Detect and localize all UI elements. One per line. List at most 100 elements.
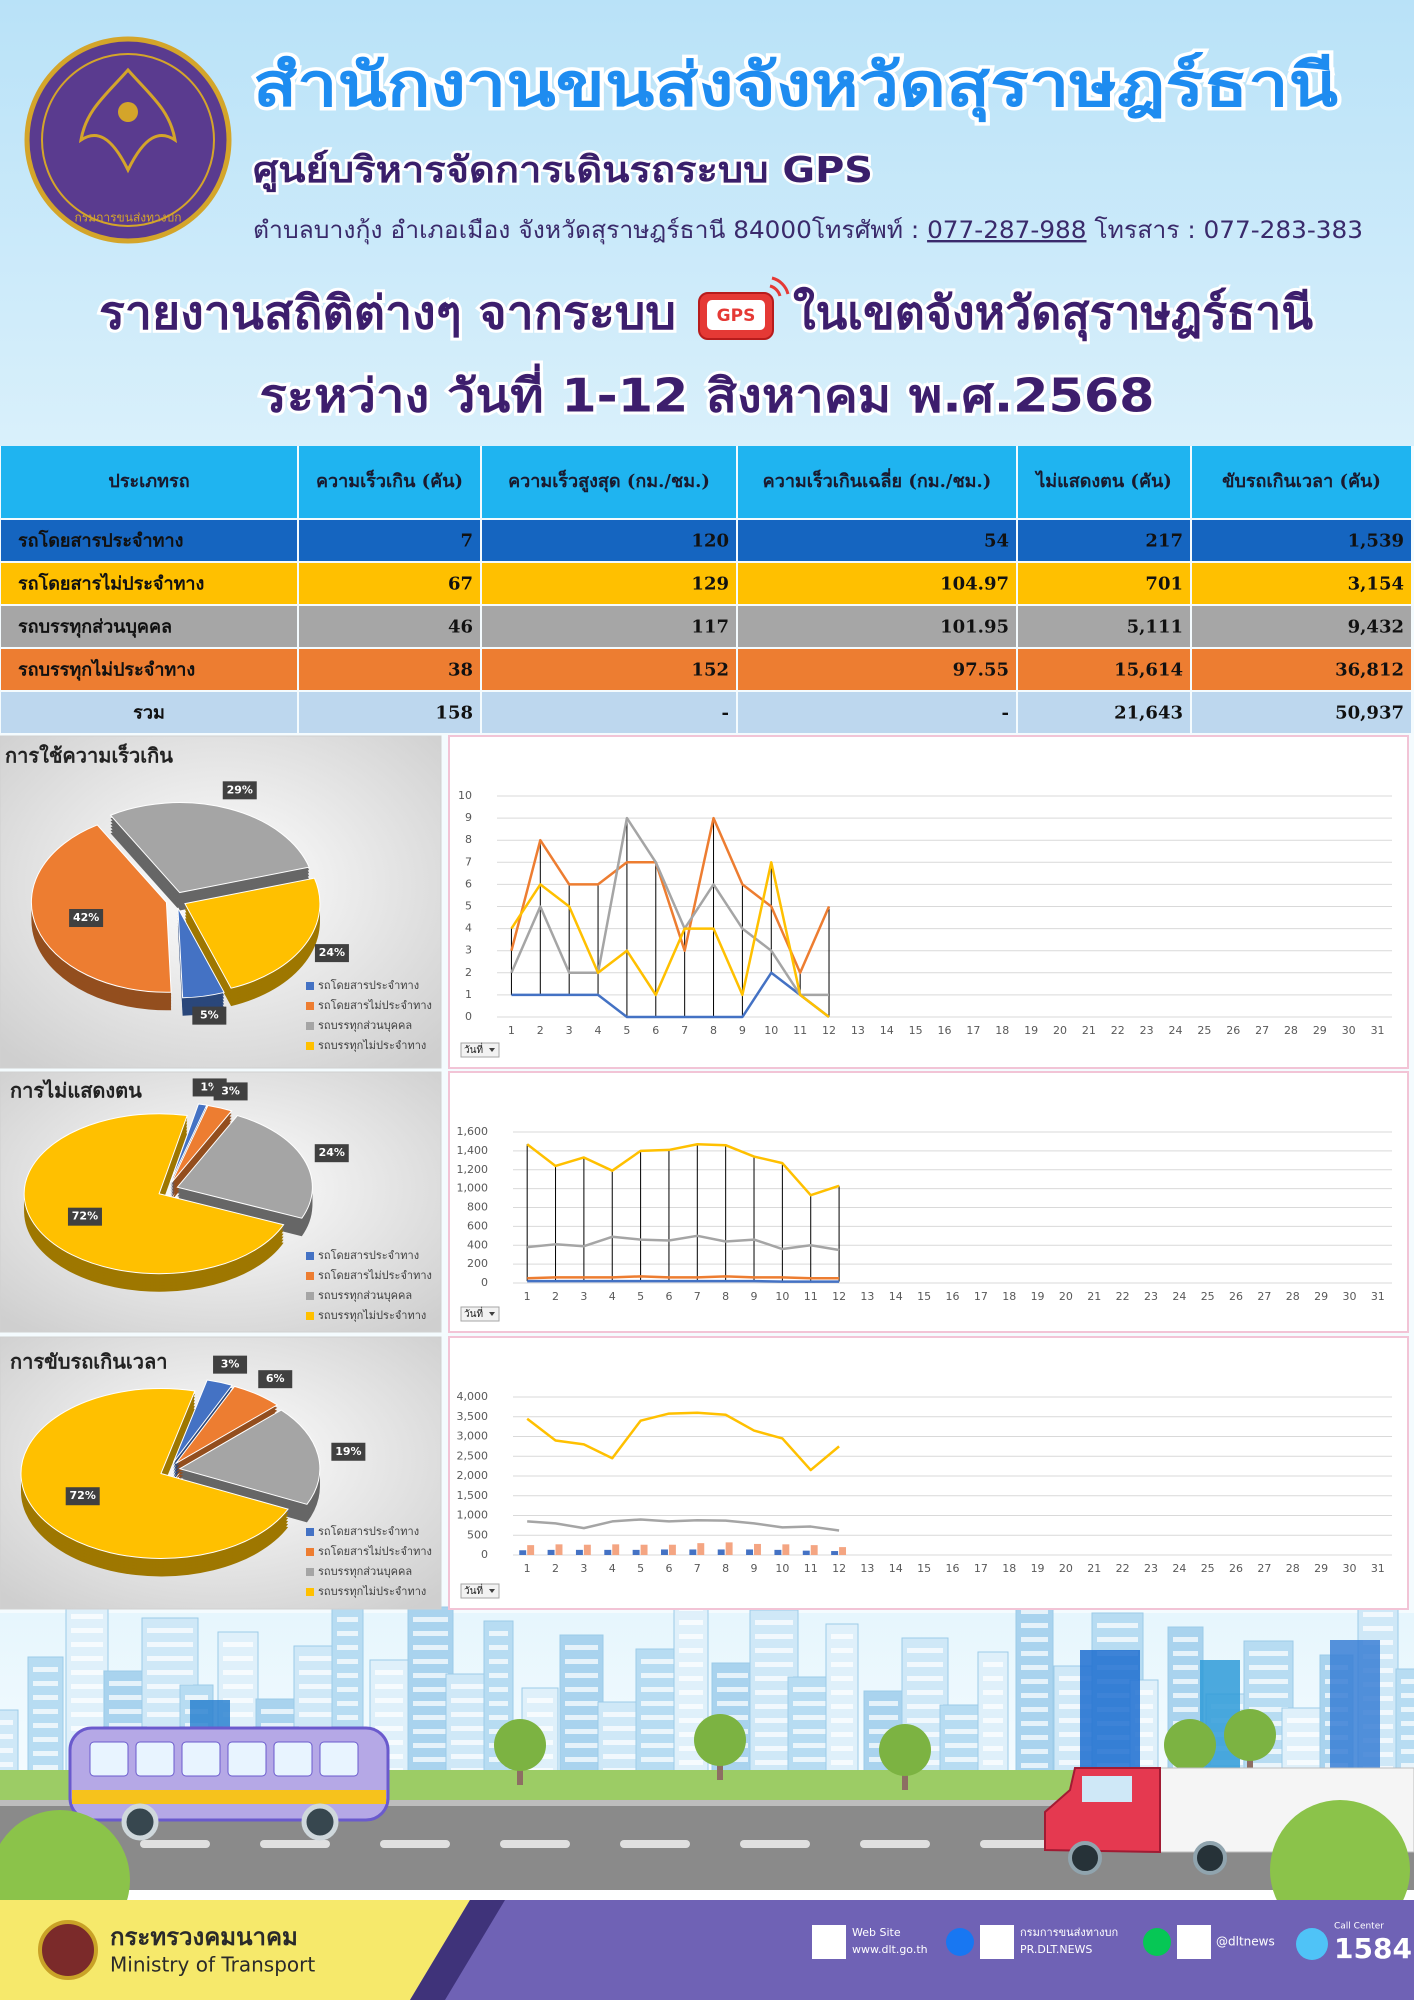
ministry-name-en: Ministry of Transport	[110, 1953, 315, 1977]
window	[147, 1642, 193, 1647]
data-label: 19%	[335, 1445, 361, 1458]
tower	[1080, 1650, 1140, 1790]
bar	[612, 1544, 620, 1555]
x-tick-label: 18	[995, 1024, 1009, 1037]
y-tick-label: 1,000	[457, 1182, 489, 1195]
table-value: 46	[448, 617, 473, 638]
window	[679, 1690, 703, 1695]
gps-icon: GPS	[698, 276, 790, 340]
legend-label: รถโดยสารไม่ประจำทาง	[318, 1544, 432, 1558]
window	[603, 1712, 643, 1717]
data-label-box	[67, 1207, 102, 1226]
x-tick-label: 21	[1087, 1562, 1101, 1575]
table-value: -	[1002, 703, 1009, 724]
data-label: 29%	[227, 783, 253, 796]
window	[831, 1760, 853, 1765]
ministry-logo	[38, 1920, 98, 1980]
window	[337, 1715, 358, 1720]
legend-swatch	[306, 1272, 314, 1280]
window	[1401, 1749, 1414, 1754]
table-cell	[738, 520, 1016, 561]
series-line	[510, 861, 830, 1018]
table-cell	[299, 520, 480, 561]
x-tick-label: 29	[1314, 1562, 1328, 1575]
bar	[640, 1544, 648, 1555]
window	[1401, 1721, 1414, 1726]
window	[831, 1634, 853, 1639]
x-tick-label: 21	[1082, 1024, 1096, 1037]
window	[527, 1712, 553, 1717]
wheel	[121, 1803, 159, 1841]
footer-left	[0, 1900, 470, 2000]
x-tick-label: 26	[1229, 1562, 1243, 1575]
wheel	[1193, 1841, 1227, 1875]
legend-label: รถโดยสารไม่ประจำทาง	[318, 1268, 432, 1282]
pie	[30, 802, 321, 1016]
series-line	[527, 1234, 840, 1252]
window	[147, 1698, 193, 1703]
window	[451, 1684, 493, 1689]
x-tick-label: 11	[804, 1290, 818, 1303]
x-tick-label: 30	[1342, 1562, 1356, 1575]
legend-swatch	[306, 1528, 314, 1536]
window	[1021, 1609, 1048, 1614]
x-tick-label: 7	[681, 1024, 688, 1037]
window	[717, 1701, 748, 1706]
table-cell	[1018, 692, 1190, 733]
pie	[23, 1103, 313, 1292]
hotline: 1584	[1334, 1932, 1412, 1965]
window	[71, 1712, 103, 1717]
x-tick-label: 18	[1002, 1290, 1016, 1303]
window	[755, 1620, 793, 1625]
window	[945, 1757, 988, 1762]
window	[1173, 1707, 1198, 1712]
series-line	[526, 1411, 840, 1472]
table-cell	[482, 563, 736, 604]
window	[185, 1695, 208, 1700]
window	[489, 1659, 508, 1664]
window	[451, 1754, 493, 1759]
table-cell	[738, 563, 1016, 604]
x-tick-label: 31	[1371, 1562, 1385, 1575]
x-tick-label: 12	[832, 1290, 846, 1303]
window	[489, 1687, 508, 1692]
table-value: 5,111	[1127, 617, 1183, 638]
window	[109, 1681, 148, 1686]
window	[831, 1704, 853, 1709]
window	[1021, 1693, 1048, 1698]
window	[1135, 1760, 1153, 1765]
legend-label: รถโดยสารไม่ประจำทาง	[318, 998, 432, 1012]
window	[755, 1718, 793, 1723]
table-cell	[738, 649, 1016, 690]
window	[755, 1746, 793, 1751]
window	[1173, 1665, 1198, 1670]
window	[565, 1645, 598, 1650]
window	[565, 1659, 598, 1664]
window	[375, 1684, 403, 1689]
data-label: 3%	[221, 1358, 240, 1371]
table-header: ความเร็วสูงสุด (กม./ชม.)	[508, 469, 710, 493]
window	[565, 1743, 598, 1748]
legend-label: รถบรรทุกส่วนบุคคล	[318, 1565, 412, 1578]
x-tick-label: 19	[1031, 1562, 1045, 1575]
window	[755, 1690, 793, 1695]
bar	[831, 1551, 839, 1555]
tree	[694, 1714, 746, 1766]
window	[983, 1704, 1003, 1709]
window	[907, 1662, 943, 1667]
filter-arrow	[489, 1589, 495, 1593]
y-tick-label: 1,500	[457, 1489, 489, 1502]
phone: 077-287-988	[927, 216, 1086, 244]
data-label: 3%	[221, 1084, 240, 1097]
table-cell	[482, 606, 736, 647]
table-value: 38	[448, 660, 473, 681]
y-tick-label: 200	[467, 1257, 488, 1270]
window	[1173, 1637, 1198, 1642]
legend-swatch	[306, 1022, 314, 1030]
filter-arrow	[489, 1312, 495, 1316]
bar	[782, 1544, 790, 1555]
y-tick-label: 1	[465, 988, 472, 1001]
data-label: 42%	[73, 911, 99, 924]
table-cell	[482, 520, 736, 561]
window	[1287, 1746, 1333, 1751]
